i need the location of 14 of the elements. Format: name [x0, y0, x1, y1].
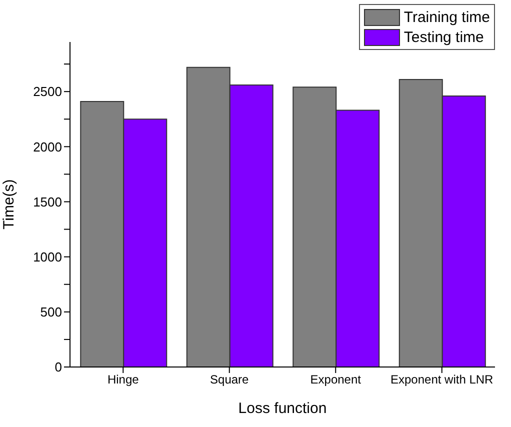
y-tick-label: 2000	[33, 139, 62, 154]
legend-label: Training time	[404, 8, 490, 26]
y-tick-label: 2500	[33, 84, 62, 100]
x-tick-label: Exponent	[310, 372, 362, 387]
y-tick-label: 500	[40, 304, 62, 320]
x-tick-label: Exponent with LNR	[390, 372, 494, 387]
x-tick-label: Square	[210, 372, 250, 387]
x-tick-label: Hinge	[107, 372, 140, 387]
y-tick-label: 1000	[33, 249, 62, 264]
y-axis-title: Time(s)	[0, 179, 18, 230]
legend-label: Testing time	[404, 28, 484, 46]
x-axis-title: Loss function	[238, 400, 327, 417]
y-tick-label: 0	[54, 360, 62, 375]
y-tick-label: 1500	[33, 194, 62, 210]
